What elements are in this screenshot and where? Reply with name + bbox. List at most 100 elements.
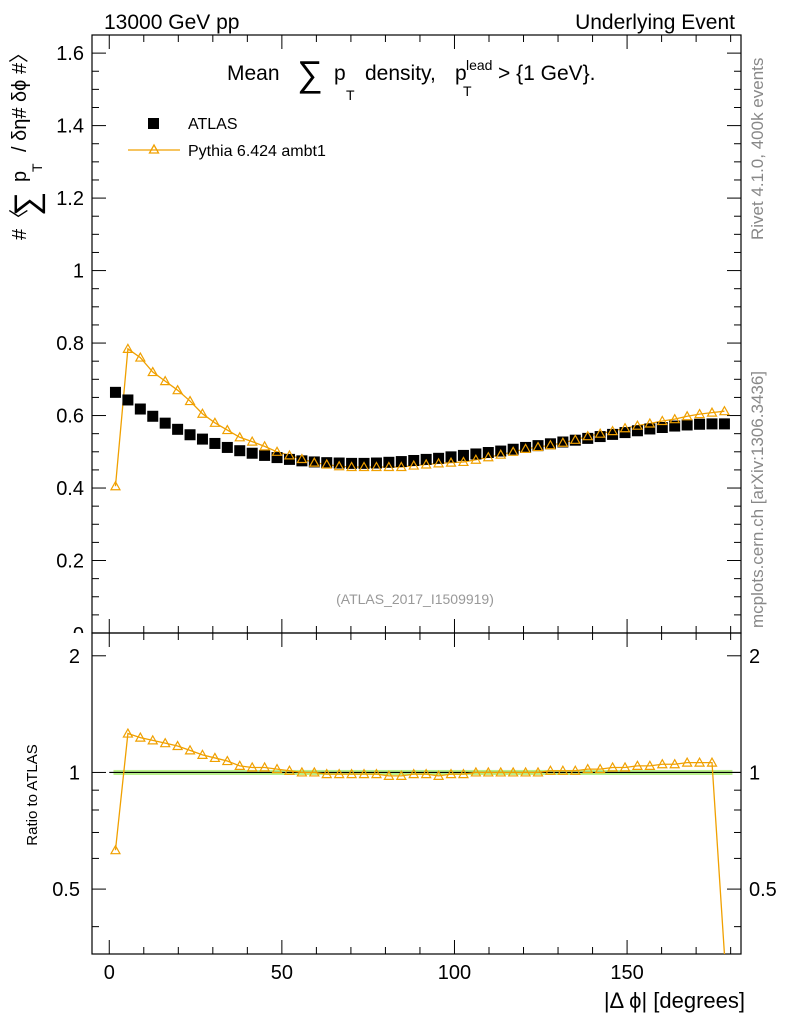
legend-mc-marker <box>148 143 160 154</box>
title-sub-t: T <box>346 87 355 103</box>
atlas-point <box>470 448 482 460</box>
x-tick-label: 50 <box>271 962 293 984</box>
ratio-y-tick-label: 1 <box>69 762 80 784</box>
mc-point <box>346 461 358 472</box>
mc-point <box>259 440 271 451</box>
ratio-mc-point <box>420 768 432 779</box>
y-axis-label: #〈 ∑ p T / δη# δϕ #〉 <box>8 43 47 240</box>
y-tick-label: 0.4 <box>56 478 84 500</box>
main-y-tick-labels: 0.2 0.4 0.6 0.8 1 1.2 1.4 1.6 <box>56 43 84 572</box>
legend-atlas-marker <box>148 118 159 129</box>
title-sub-t2: T <box>463 83 472 99</box>
ratio-y-tick-label-right: 0.5 <box>749 879 777 901</box>
ylabel-p: p <box>9 171 31 182</box>
ratio-mc-point <box>507 766 519 777</box>
atlas-point <box>296 455 308 467</box>
title-p: p <box>334 62 346 85</box>
mc-point <box>582 430 594 441</box>
atlas-point <box>656 422 668 434</box>
legend-mc-label: Pythia 6.424 ambt1 <box>188 143 326 160</box>
atlas-point <box>321 457 333 469</box>
mc-point <box>308 456 320 467</box>
atlas-point <box>172 423 184 435</box>
atlas-point <box>184 429 196 441</box>
ratio-mc-point <box>234 760 246 770</box>
mc-point <box>408 459 420 470</box>
atlas-point <box>271 452 283 464</box>
ratio-mc-point <box>482 766 494 777</box>
ylabel-rest: / δη# δϕ #〉 <box>9 43 31 152</box>
ratio-mc-point <box>669 758 681 769</box>
y-tick-label: 0.2 <box>56 551 84 573</box>
atlas-point <box>619 427 631 439</box>
mc-point <box>569 434 581 444</box>
ratio-y-tick-label: 2 <box>69 646 80 668</box>
y-tick-label: 1.6 <box>56 43 84 65</box>
mc-point <box>557 437 569 447</box>
y-tick-label: 0.8 <box>56 333 84 355</box>
ratio-mc-point <box>470 766 482 777</box>
atlas-point <box>134 403 146 415</box>
mc-point <box>669 413 681 424</box>
mc-point <box>159 375 171 386</box>
mc-point <box>507 446 519 456</box>
mc-point <box>433 457 445 468</box>
ratio-mc-point <box>196 749 208 759</box>
mc-point <box>383 461 395 472</box>
main-ticks <box>92 35 741 633</box>
title-density: density, <box>365 62 436 85</box>
atlas-point <box>569 434 581 446</box>
ratio-mc-point <box>308 766 320 777</box>
mc-point <box>532 441 544 452</box>
x-tick-label: 150 <box>610 962 643 984</box>
x-tick-label: 100 <box>438 962 471 984</box>
x-tick-label: 0 <box>104 962 115 984</box>
legend-atlas-label: ATLAS <box>188 116 238 133</box>
ratio-mc-point <box>557 765 569 775</box>
ratio-mc-point <box>221 755 233 766</box>
title-cut: > {1 GeV}. <box>498 62 596 85</box>
mc-point <box>221 424 233 435</box>
analysis-id: (ATLAS_2017_I1509919) <box>336 591 494 607</box>
mc-point <box>544 439 556 450</box>
ratio-mc-point <box>520 766 532 777</box>
mc-point <box>607 425 619 436</box>
atlas-point <box>209 437 221 449</box>
ratio-mc-point <box>706 756 718 767</box>
mc-point <box>296 453 308 464</box>
ratio-mc-point <box>569 765 581 775</box>
mc-point <box>246 435 258 446</box>
svg-text:#〈 ∑ p T: #〈 ∑ p T / δη# δϕ #〉 <box>8 43 47 240</box>
ratio-mc-point <box>259 761 271 772</box>
mc-point <box>420 458 432 469</box>
atlas-point <box>333 457 345 469</box>
atlas-point <box>706 418 718 430</box>
atlas-point <box>694 418 706 430</box>
ratio-mc-point <box>532 766 544 777</box>
mc-point <box>631 419 643 430</box>
ratio-plot-frame <box>91 632 742 955</box>
ratio-mc-point <box>408 768 420 779</box>
atlas-point <box>221 441 233 453</box>
ylabel-sub: T <box>29 163 45 172</box>
ratio-mc-point <box>656 758 668 769</box>
title-sum-symbol: ∑ <box>297 53 323 94</box>
mc-point <box>644 417 656 428</box>
ratio-mc-point <box>457 768 469 779</box>
mc-point <box>147 366 159 377</box>
mc-point <box>134 351 146 362</box>
atlas-point <box>445 451 457 463</box>
atlas-point <box>631 425 643 437</box>
mc-point <box>370 461 382 472</box>
mc-point <box>694 408 706 419</box>
ratio-mc-point <box>122 727 134 738</box>
mc-point <box>619 422 631 433</box>
y-tick-label-zero: 0 <box>73 624 84 646</box>
ratio-mc-point <box>246 761 258 772</box>
atlas-point <box>681 419 693 431</box>
ratio-mc-point <box>383 770 395 780</box>
ratio-mc-point <box>346 768 358 779</box>
mc-point <box>172 384 184 395</box>
ratio-mc-point <box>321 768 333 779</box>
